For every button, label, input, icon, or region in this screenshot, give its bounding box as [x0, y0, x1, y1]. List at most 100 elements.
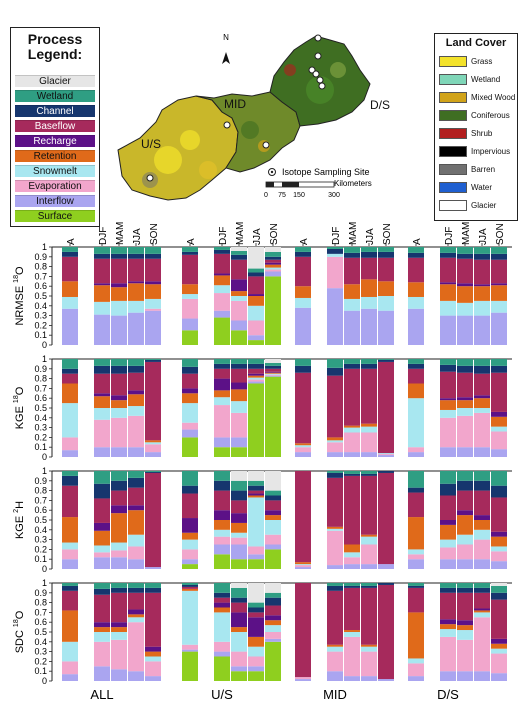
bar-segment — [214, 520, 230, 530]
bar-segment — [62, 590, 78, 611]
bar-segment — [265, 359, 281, 363]
bar-segment — [361, 296, 377, 309]
bar-segment — [440, 252, 456, 258]
bar-segment — [214, 510, 230, 520]
bar-segment — [94, 530, 110, 546]
bar-segment — [361, 432, 377, 453]
bar-segment — [94, 622, 110, 628]
bar-segment — [327, 440, 343, 443]
bar-segment — [265, 373, 281, 375]
bar-segment — [128, 505, 144, 511]
bar-segment — [361, 363, 377, 369]
bar-segment — [231, 490, 247, 501]
bar-segment — [248, 373, 264, 376]
bar-segment — [214, 390, 230, 398]
bar-segment — [111, 395, 127, 401]
category-tick-label: JJA — [478, 228, 489, 245]
bar-segment — [94, 588, 110, 595]
bar-segment — [408, 658, 424, 664]
bar-segment — [62, 308, 78, 345]
bar-segment — [248, 583, 264, 603]
bar-segment — [457, 247, 473, 254]
bar-segment — [440, 300, 456, 316]
bar-segment — [440, 671, 456, 681]
bar-segment — [491, 592, 507, 600]
bar-segment — [231, 300, 247, 321]
bar-segment — [265, 376, 281, 457]
bar-segment — [182, 549, 198, 560]
bar-segment — [344, 257, 360, 285]
bar-segment — [214, 544, 230, 555]
process-legend-item: Channel — [15, 105, 95, 117]
land-cover-legend-item: Glacier — [439, 200, 517, 212]
bar-segment — [248, 612, 264, 618]
bar-segment — [457, 592, 473, 621]
bar-segment — [111, 669, 127, 681]
bar-segment — [344, 452, 360, 457]
us-basin — [117, 95, 239, 201]
bar-segment — [378, 454, 394, 456]
bar-segment — [145, 359, 161, 362]
bar-segment — [327, 472, 343, 478]
bar-segment — [457, 397, 473, 401]
category-tick-label: JJA — [132, 228, 143, 245]
land-cover-legend-title: Land Cover — [445, 37, 507, 49]
bar-segment — [94, 641, 110, 667]
bar-segment — [474, 315, 490, 345]
bar-segment — [214, 529, 230, 537]
bar-segment — [361, 473, 377, 476]
y-tick-label: 0.1 — [34, 554, 47, 564]
bar-segment — [248, 559, 264, 569]
y-tick-label: 1 — [42, 578, 47, 588]
bar-segment — [248, 493, 264, 496]
bar-segment — [265, 641, 281, 681]
bar-segment — [214, 273, 230, 276]
bar-segment — [408, 252, 424, 258]
scale-tick-0: 0 — [264, 192, 268, 199]
bar-segment — [265, 276, 281, 345]
category-tick-label: DJF — [98, 227, 109, 245]
bar-segment — [94, 583, 110, 589]
bar-segment — [378, 584, 394, 680]
y-tick-label: 0 — [42, 676, 47, 686]
bar-segment — [491, 411, 507, 417]
land-cover-label: Barren — [471, 165, 496, 174]
bar-segment — [265, 592, 281, 598]
bar-segment — [111, 447, 127, 457]
bar-segment — [361, 308, 377, 345]
bar-segment — [327, 526, 343, 529]
bar-segment — [248, 671, 264, 681]
bar-segment — [128, 415, 144, 448]
bar-segment — [361, 564, 377, 569]
bar-segment — [344, 425, 360, 428]
bar-segment — [231, 612, 247, 628]
land-cover-legend-item: Grass — [439, 56, 517, 68]
bar-segment — [214, 597, 230, 603]
bar-segment — [231, 513, 247, 523]
bar-segment — [327, 590, 343, 645]
process-legend-item: Baseflow — [15, 120, 95, 132]
bar-segment — [62, 251, 78, 257]
bar-segment — [248, 383, 264, 457]
bar-segment — [128, 390, 144, 395]
bar-segment — [295, 677, 311, 680]
bar-segment — [182, 586, 198, 589]
bar-segment — [231, 401, 247, 413]
bar-segment — [231, 363, 247, 369]
bar-segment — [145, 656, 161, 662]
bar-segment — [361, 583, 377, 586]
category-tick-label: MAM — [235, 222, 246, 245]
y-tick-label: 0.7 — [34, 495, 47, 505]
land-cover-label: Glacier — [471, 201, 497, 210]
bar-segment — [248, 296, 264, 306]
land-cover-label: Grass — [471, 57, 493, 66]
bar-segment — [344, 473, 360, 476]
bar-segment — [214, 583, 230, 593]
bar-segment — [361, 475, 377, 535]
bar-segment — [62, 359, 78, 369]
category-tick-label: SON — [382, 223, 393, 245]
bar-segment — [457, 372, 473, 398]
bar-segment — [111, 542, 127, 551]
bar-segment — [231, 247, 247, 251]
bar-segment — [408, 383, 424, 399]
